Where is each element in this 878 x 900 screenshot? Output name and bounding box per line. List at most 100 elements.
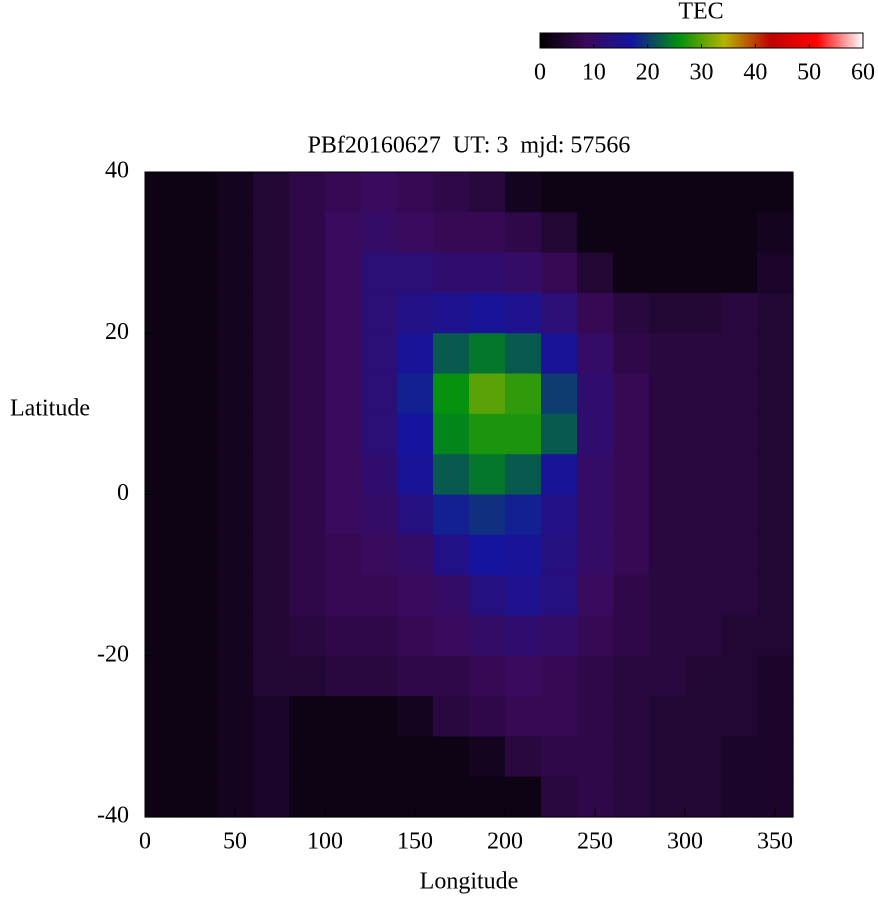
heatmap-cell: [433, 454, 470, 496]
heatmap-cell: [469, 776, 506, 818]
y-tick-label: -40: [97, 803, 129, 829]
heatmap-cell: [145, 776, 182, 818]
colorbar-tick-label: 40: [743, 60, 767, 86]
x-tick-label: 100: [307, 829, 343, 855]
heatmap-cell: [253, 333, 290, 375]
heatmap-cell: [685, 776, 722, 818]
heatmap-cell: [721, 615, 758, 657]
heatmap-cell: [433, 333, 470, 375]
heatmap-cell: [721, 212, 758, 254]
heatmap-cell: [145, 575, 182, 617]
heatmap-cell: [721, 333, 758, 375]
heatmap-cell: [541, 736, 578, 778]
heatmap-cell: [613, 575, 650, 617]
heatmap-cell: [145, 736, 182, 778]
heatmap-cell: [577, 655, 614, 697]
heatmap-cell: [649, 212, 686, 254]
heatmap-cell: [685, 615, 722, 657]
heatmap-cell: [361, 776, 398, 818]
heatmap-cell: [685, 696, 722, 737]
heatmap-cell: [505, 655, 542, 697]
heatmap-cell: [541, 212, 578, 254]
heatmap-cell: [757, 534, 794, 576]
heatmap-cell: [361, 575, 398, 617]
heatmap-cell: [505, 172, 542, 213]
heatmap-cell: [577, 615, 614, 657]
heatmap-cell: [397, 696, 434, 737]
heatmap-cell: [577, 172, 614, 213]
heatmap-cell: [181, 575, 218, 617]
heatmap-cell: [505, 252, 542, 294]
heatmap-cell: [577, 454, 614, 496]
heatmap-cell: [505, 292, 542, 334]
heatmap-cell: [289, 333, 326, 375]
heatmap-cell: [289, 172, 326, 213]
heatmap-cell: [361, 696, 398, 737]
heatmap-cell: [433, 172, 470, 213]
heatmap-cell: [505, 575, 542, 617]
heatmap-cell: [217, 696, 254, 737]
heatmap-cell: [649, 494, 686, 536]
heatmap-cell: [145, 373, 182, 415]
heatmap-cell: [217, 292, 254, 334]
heatmap-cell: [649, 292, 686, 334]
y-axis-label: Latitude: [10, 396, 90, 422]
heatmap-cell: [397, 292, 434, 334]
heatmap-cell: [325, 534, 362, 576]
heatmap-cell: [577, 292, 614, 334]
x-tick-label: 150: [397, 829, 433, 855]
heatmap-cell: [289, 454, 326, 496]
heatmap-cell: [685, 413, 722, 455]
heatmap-cell: [397, 736, 434, 778]
heatmap-cell: [289, 212, 326, 254]
heatmap-cell: [685, 292, 722, 334]
heatmap-cell: [649, 373, 686, 415]
heatmap-cell: [505, 333, 542, 375]
heatmap-cell: [757, 696, 794, 737]
heatmap-cell: [397, 534, 434, 576]
heatmap-cell: [469, 252, 506, 294]
heatmap-cell: [757, 454, 794, 496]
heatmap-cell: [253, 252, 290, 294]
heatmap-cell: [757, 736, 794, 778]
heatmap-cell: [613, 534, 650, 576]
heatmap-cell: [685, 212, 722, 254]
chart-title: PBf20160627 UT: 3 mjd: 57566: [308, 133, 631, 159]
heatmap-cell: [397, 454, 434, 496]
heatmap-cell: [145, 292, 182, 334]
heatmap-cell: [253, 172, 290, 213]
heatmap-cell: [541, 373, 578, 415]
heatmap-cell: [541, 776, 578, 818]
heatmap-cell: [253, 575, 290, 617]
heatmap-cell: [721, 413, 758, 455]
heatmap-cell: [541, 615, 578, 657]
heatmap-cell: [253, 212, 290, 254]
heatmap-cell: [649, 696, 686, 737]
heatmap-cell: [433, 494, 470, 536]
heatmap-cell: [649, 252, 686, 294]
heatmap-cell: [217, 534, 254, 576]
heatmap-cell: [397, 333, 434, 375]
heatmap-cell: [433, 292, 470, 334]
heatmap-cell: [469, 454, 506, 496]
heatmap-cell: [145, 615, 182, 657]
heatmap-cell: [289, 696, 326, 737]
heatmap-cell: [433, 534, 470, 576]
heatmap-cell: [505, 212, 542, 254]
heatmap-cell: [757, 212, 794, 254]
heatmap-cell: [613, 696, 650, 737]
heatmap-cell: [469, 172, 506, 213]
heatmap-cell: [613, 373, 650, 415]
heatmap-cell: [577, 575, 614, 617]
heatmap-cell: [181, 292, 218, 334]
heatmap-cell: [253, 615, 290, 657]
heatmap-cell: [685, 494, 722, 536]
heatmap-cell: [613, 615, 650, 657]
heatmap-cell: [325, 252, 362, 294]
heatmap-cell: [433, 212, 470, 254]
heatmap-cell: [469, 413, 506, 455]
heatmap-cell: [181, 655, 218, 697]
heatmap-cell: [217, 333, 254, 375]
heatmap-cell: [613, 333, 650, 375]
